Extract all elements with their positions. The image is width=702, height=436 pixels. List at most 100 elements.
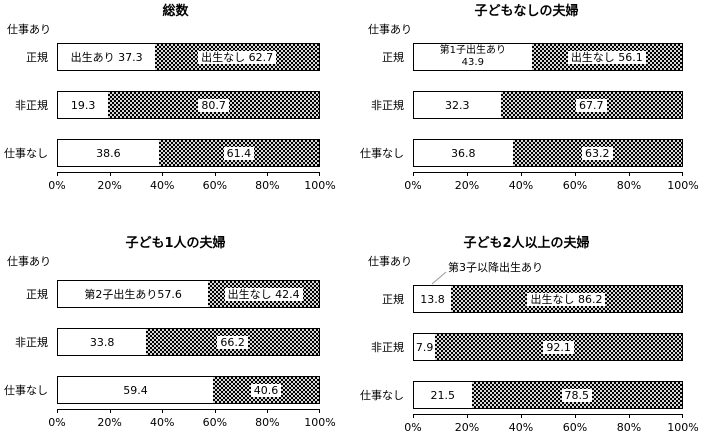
bar-row-nonregular: 非正規 19.3 80.7 [0,91,351,119]
birth-yes-segment: 7.9 [414,334,436,360]
axis-tick [162,172,164,176]
x-axis: 0% 20% 40% 60% 80% 100% [0,172,351,198]
panel-no-children: 子どもなしの夫婦 仕事あり 正規 第1子出生あり 43.9 出生なし 56.1 [351,0,702,218]
axis-tick-label: 20% [97,416,122,429]
chart-area: 正規 第1子出生あり 43.9 出生なし 56.1 非正規 [351,43,702,167]
bar-row-nonregular: 非正規 32.3 67.7 [351,91,702,119]
birth-yes-label: 第2子出生あり57.6 [84,287,182,301]
axis-baseline [57,172,320,173]
axis-tick [57,172,58,176]
annotation-callout-line [431,271,447,285]
stacked-bar: 13.8 出生なし 86.2 [413,285,683,313]
axis-tick [57,409,58,413]
birth-yes-segment: 出生あり 37.3 [58,44,156,70]
birth-yes-segment: 38.6 [58,140,159,166]
category-label: 正規 [26,51,48,64]
axis-tick-label: 100% [304,416,336,429]
birth-no-segment: 80.7 [108,92,319,118]
birth-yes-segment: 第2子出生あり57.6 [58,281,209,307]
birth-yes-segment: 59.4 [58,377,214,403]
axis-tick-label: 80% [616,421,642,434]
x-axis: 0% 20% 40% 60% 80% 100% [351,414,702,436]
axis-tick [413,414,414,418]
axis-tick-label: 0% [404,179,422,192]
birth-no-label: 出生なし 42.4 [224,287,303,301]
axis-tick-label: 40% [508,421,534,434]
birth-no-segment: 61.4 [158,140,319,166]
birth-yes-label: 21.5 [430,388,456,402]
category-label: 正規 [382,51,404,64]
axis-tick [267,172,269,176]
birth-no-segment: 92.1 [435,334,682,360]
birth-yes-label: 7.9 [415,340,434,354]
birth-no-segment: 出生なし 86.2 [450,286,682,312]
birth-yes-label: 出生あり 37.3 [70,50,143,64]
axis-tick [214,172,216,176]
employment-group-label: 仕事あり [7,23,51,36]
bar-row-nonregular: 非正規 7.9 92.1 [351,333,702,361]
birth-no-segment: 63.2 [512,140,682,166]
panel-title: 子ども2人以上の夫婦 [463,236,590,251]
bar-row-nojob: 仕事なし 21.5 78.5 [351,381,702,409]
employment-group-label: 仕事あり [368,23,412,36]
birth-yes-label: 19.3 [70,98,96,112]
axis-tick [521,172,522,176]
axis-baseline [57,409,320,410]
birth-yes-label: 33.8 [89,335,115,349]
birth-no-label: 40.6 [250,383,282,397]
axis-baseline [413,172,683,173]
birth-yes-label: 13.8 [420,292,445,306]
birth-yes-segment: 第1子出生あり 43.9 [414,44,532,70]
axis-tick-label: 40% [508,179,534,192]
axis-tick [521,414,522,418]
birth-no-label: 出生なし 86.2 [527,292,606,306]
birth-no-label: 67.7 [576,98,607,112]
birth-no-label: 63.2 [582,146,613,160]
panel-two-plus-children: 子ども2人以上の夫婦 仕事あり 第3子以降出生あり 正規 13.8 出生なし 8… [351,218,702,436]
panel-title: 子ども1人の夫婦 [125,236,226,251]
panel-title: 総数 [162,4,189,19]
axis-tick-label: 100% [304,179,336,192]
birth-no-label: 80.7 [198,98,229,112]
axis-tick-label: 0% [404,421,422,434]
bar-row-regular: 正規 第1子出生あり 43.9 出生なし 56.1 [351,43,702,71]
axis-tick [629,172,630,176]
category-label: 非正規 [371,99,404,112]
stacked-bar: 19.3 80.7 [57,91,320,119]
birth-no-segment: 67.7 [500,92,682,118]
birth-yes-segment: 33.8 [58,329,147,355]
stacked-bar: 出生あり 37.3 出生なし 62.7 [57,43,320,71]
bar-row-nonregular: 非正規 33.8 66.2 [0,328,351,356]
axis-tick-label: 0% [48,179,66,192]
stacked-bar: 7.9 92.1 [413,333,683,361]
stacked-bar: 第1子出生あり 43.9 出生なし 56.1 [413,43,683,71]
birth-no-segment: 66.2 [146,329,319,355]
birth-yes-segment: 13.8 [414,286,451,312]
axis-tick [682,414,683,418]
birth-yes-segment: 32.3 [414,92,501,118]
birth-no-label: 61.4 [223,146,255,160]
birth-no-label: 出生なし 56.1 [567,50,646,64]
axis-tick-label: 80% [255,179,280,192]
axis-tick [467,172,468,176]
birth-yes-segment: 19.3 [58,92,109,118]
stacked-bar: 38.6 61.4 [57,139,320,167]
panel-title: 子どもなしの夫婦 [474,4,579,19]
birth-yes-segment: 21.5 [414,382,472,408]
birth-no-label: 78.5 [561,388,593,402]
axis-tick-label: 40% [149,416,175,429]
category-label: 非正規 [15,99,48,112]
axis-tick [467,414,468,418]
birth-yes-label-line2: 43.9 [461,57,484,68]
birth-yes-label: 38.6 [96,146,121,160]
category-label: 仕事なし [360,389,404,402]
axis-tick-label: 80% [255,416,280,429]
axis-tick [575,172,576,176]
axis-tick [413,172,414,176]
panel-total: 総数 仕事あり 正規 出生あり 37.3 出生なし 62.7 非正規 1 [0,0,351,218]
bar-row-regular: 正規 13.8 出生なし 86.2 [351,285,702,313]
stacked-bar: 59.4 40.6 [57,376,320,404]
category-label: 正規 [26,288,48,301]
axis-tick-label: 40% [149,179,175,192]
